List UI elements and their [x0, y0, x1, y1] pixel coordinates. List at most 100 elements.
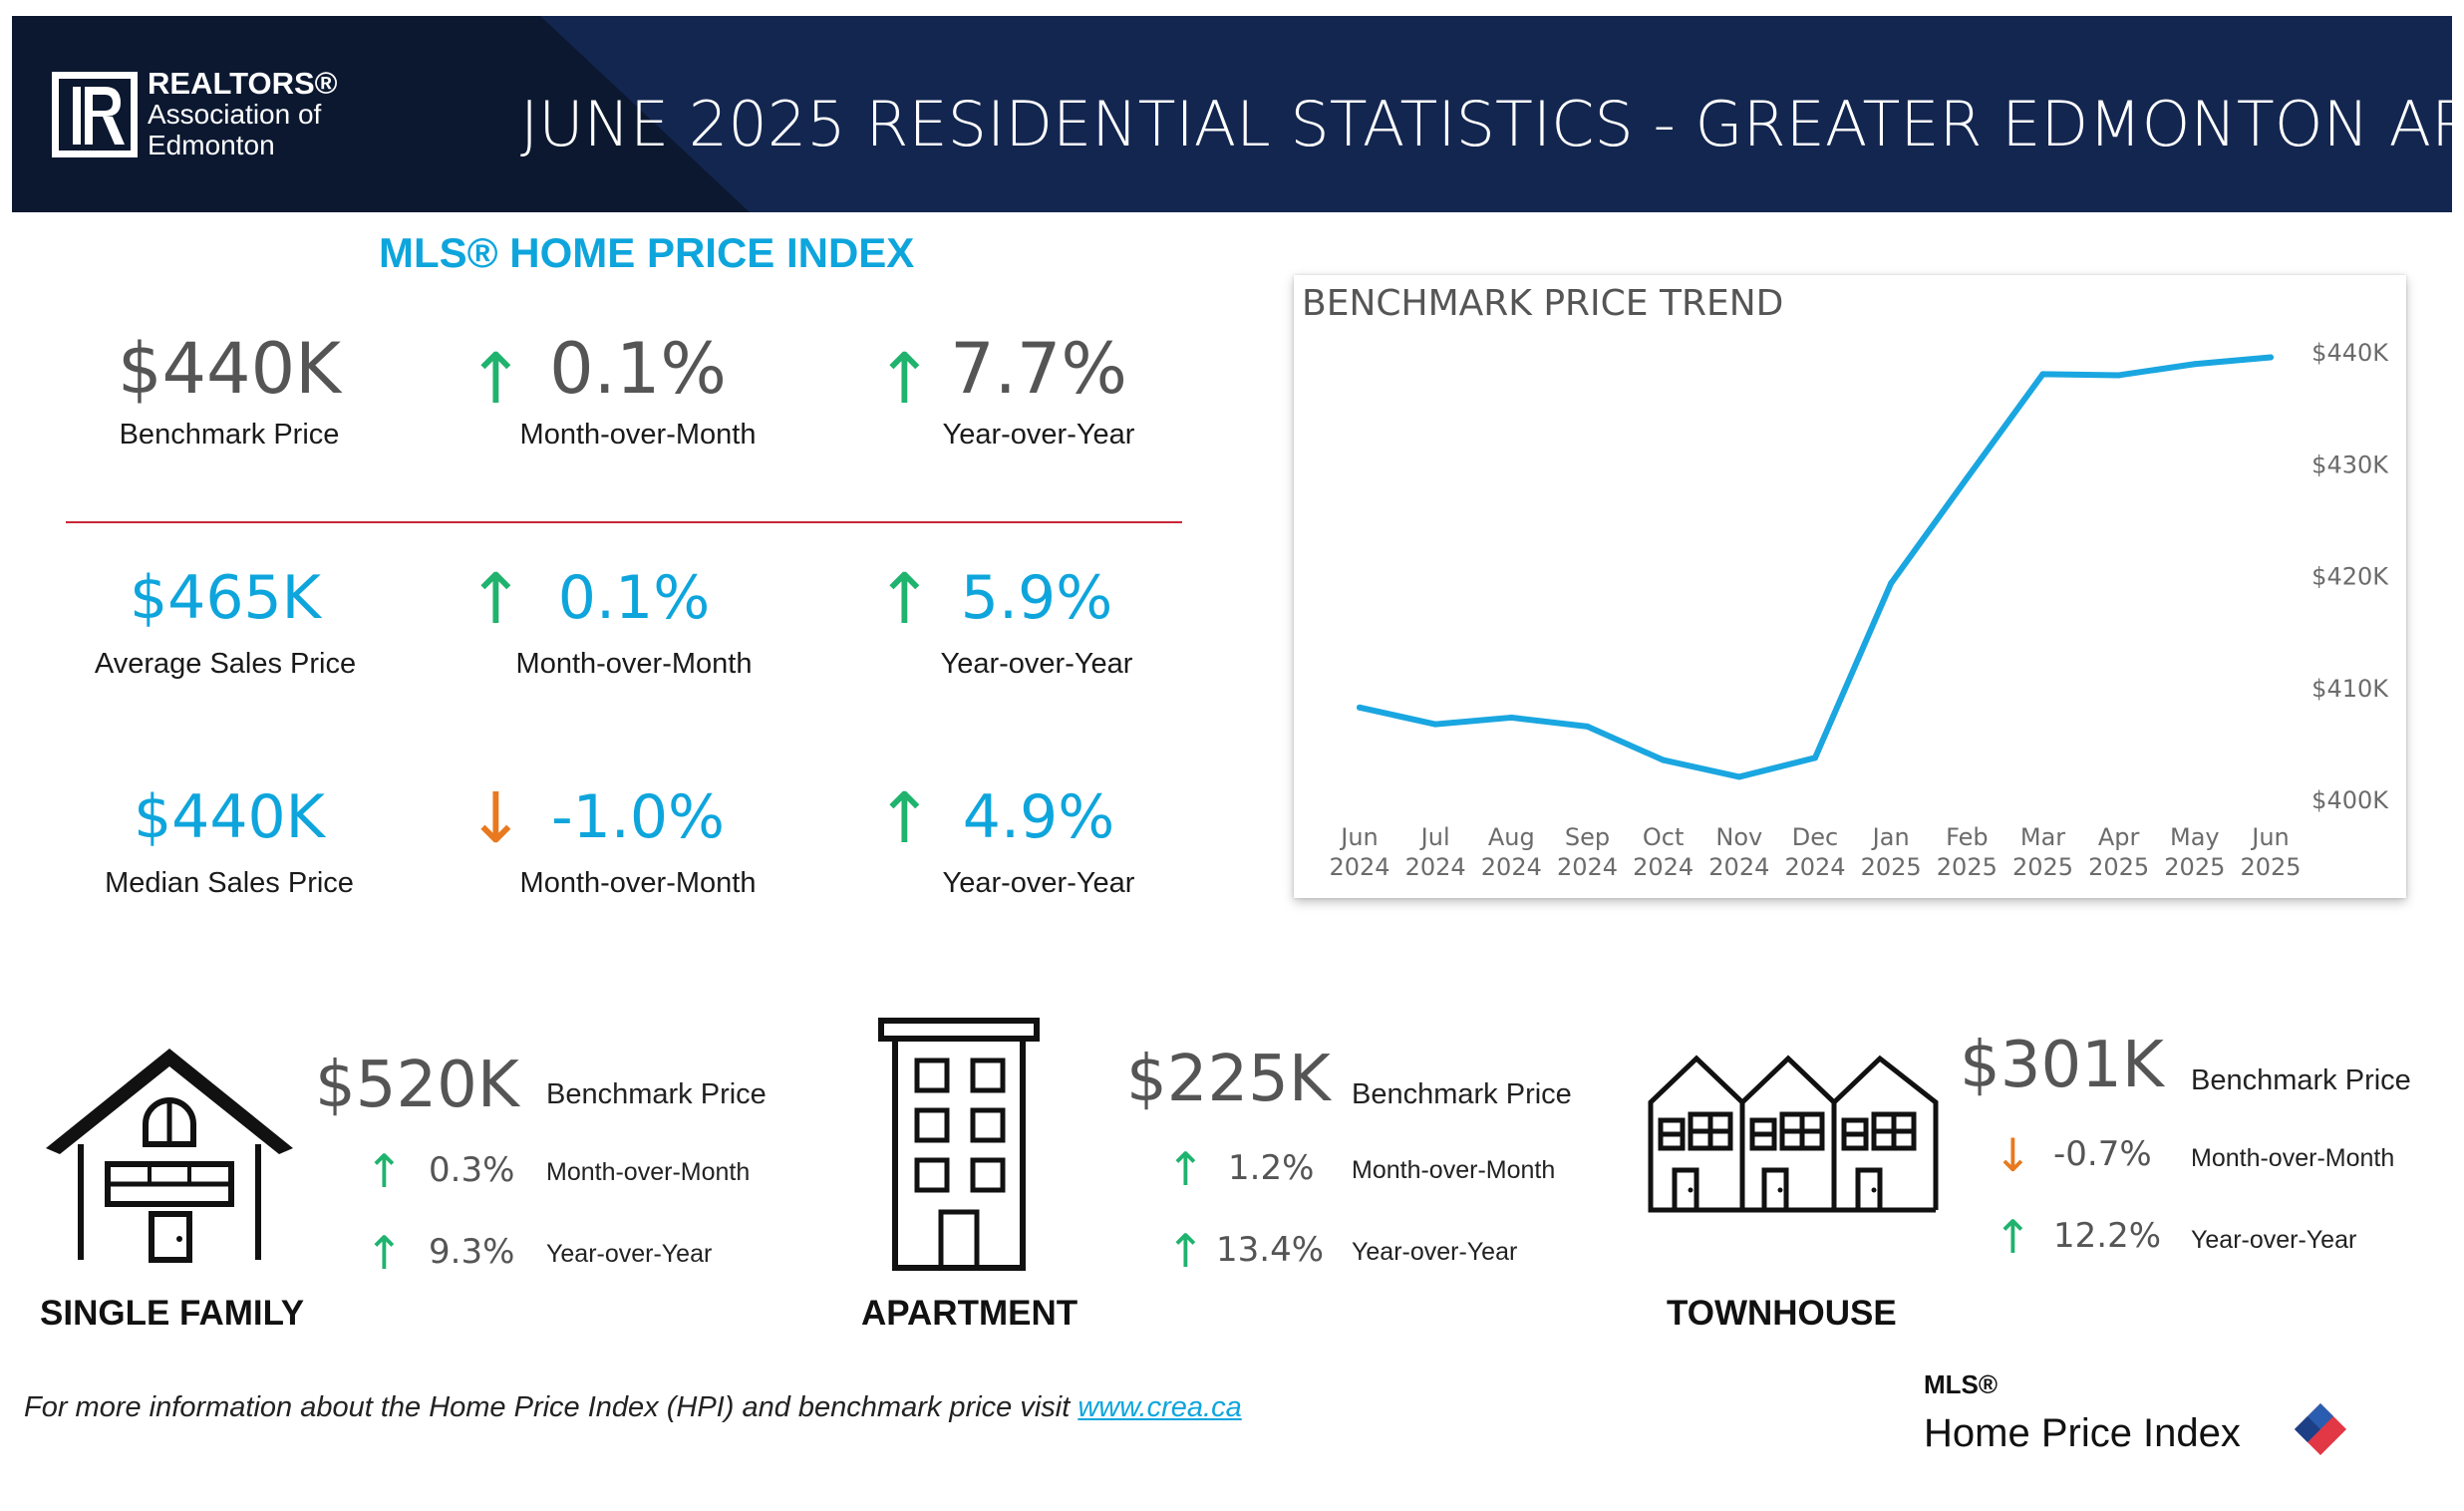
single-family-mom: 0.3%	[429, 1150, 515, 1190]
apartment-building-icon	[878, 1018, 1040, 1271]
y-tick-label: $410K	[2311, 675, 2389, 703]
data-point	[1660, 756, 1667, 763]
data-point	[1964, 474, 1971, 481]
apartment-benchmark: $225K	[1126, 1043, 1331, 1116]
median-mom-stat: -1.0% Month-over-Month	[459, 777, 817, 900]
median-price-stat: $440K Median Sales Price	[50, 777, 409, 900]
single-family-label: SINGLE FAMILY	[40, 1294, 305, 1333]
townhouse-yoy: 12.2%	[2053, 1216, 2162, 1256]
stat-label: Month-over-Month	[519, 867, 757, 899]
stat-value: -1.0%	[550, 782, 726, 852]
single-family-yoy: 9.3%	[429, 1232, 515, 1272]
apartment-label: APARTMENT	[861, 1294, 1078, 1333]
stat-label: Year-over-Year	[942, 867, 1135, 899]
townhouse-benchmark: $301K	[1960, 1029, 2164, 1102]
data-point	[1888, 580, 1895, 587]
data-point	[1812, 755, 1818, 761]
x-tick-label: Jun 2024	[1329, 823, 1389, 881]
x-tick-label: Jan 2025	[1861, 823, 1922, 881]
single-family-mom-label: Month-over-Month	[546, 1158, 751, 1186]
realtors-logo-icon	[52, 72, 138, 157]
data-point	[1432, 721, 1439, 728]
x-tick-label: Nov 2024	[1708, 823, 1769, 881]
data-point	[1357, 704, 1363, 711]
arrow-up-icon: ↑	[1166, 1224, 1205, 1278]
arrow-down-icon: ↓	[466, 777, 525, 859]
mls-hpi-logo: MLS® Home Price Index	[1924, 1369, 2346, 1469]
association-name: REALTORS® Association of Edmonton	[148, 68, 337, 160]
arrow-up-icon: ↑	[875, 558, 934, 640]
benchmark-trend-chart: BENCHMARK PRICE TREND $400K $410K $420K $43…	[1294, 275, 2406, 898]
y-tick-label: $400K	[2311, 786, 2389, 814]
data-point	[1735, 773, 1742, 780]
apartment-mom-label: Month-over-Month	[1352, 1156, 1556, 1184]
x-tick-label: May 2025	[2164, 823, 2225, 881]
data-point	[2268, 354, 2274, 361]
stat-value: 4.9%	[962, 782, 1115, 852]
x-tick-label: Apr 2025	[2088, 823, 2149, 881]
crea-link[interactable]: www.crea.ca	[1078, 1391, 1242, 1423]
arrow-up-icon: ↑	[365, 1144, 404, 1198]
stat-label: Average Sales Price	[94, 648, 357, 680]
page-title: JUNE 2025 RESIDENTIAL STATISTICS - GREAT…	[520, 88, 2452, 160]
header-banner: REALTORS® Association of Edmonton JUNE 2…	[12, 16, 2452, 212]
y-tick-label: $440K	[2311, 339, 2389, 367]
stat-label: Benchmark Price	[119, 419, 340, 451]
townhouse-benchmark-label: Benchmark Price	[2191, 1064, 2411, 1096]
arrow-down-icon: ↓	[1994, 1128, 2032, 1182]
data-point	[2191, 361, 2198, 368]
arrow-up-icon: ↑	[1994, 1210, 2032, 1264]
median-yoy-stat: 4.9% Year-over-Year	[859, 777, 1218, 900]
stat-label: Year-over-Year	[940, 648, 1133, 680]
x-tick-label: Sep 2024	[1557, 823, 1618, 881]
arrow-up-icon: ↑	[466, 558, 525, 640]
single-family-benchmark: $520K	[315, 1049, 519, 1122]
benchmark-mom-stat: 0.1% Month-over-Month	[459, 329, 817, 452]
data-point	[1508, 714, 1515, 721]
apartment-mom: 1.2%	[1228, 1148, 1315, 1188]
stat-label: Median Sales Price	[105, 867, 354, 899]
mls-logo-name: Home Price Index	[1924, 1411, 2241, 1455]
logo-line-association: Association of	[148, 99, 322, 130]
data-point	[1584, 723, 1591, 730]
apartment-yoy-label: Year-over-Year	[1352, 1238, 1518, 1266]
arrow-up-icon: ↑	[875, 777, 934, 859]
townhouse-yoy-label: Year-over-Year	[2191, 1226, 2357, 1254]
stat-value: 7.7%	[950, 328, 1127, 410]
x-tick-label: Oct 2024	[1633, 823, 1694, 881]
arrow-up-icon: ↑	[466, 338, 525, 420]
x-tick-label: Mar 2025	[2012, 823, 2073, 881]
townhouse-label: TOWNHOUSE	[1667, 1294, 1897, 1333]
average-yoy-stat: 5.9% Year-over-Year	[857, 558, 1216, 681]
stat-value: 0.1%	[549, 328, 727, 410]
townhouse-icon	[1648, 1055, 1939, 1213]
average-price-stat: $465K Average Sales Price	[46, 558, 405, 681]
chart-title: BENCHMARK PRICE TREND	[1302, 283, 1783, 324]
x-tick-label: Jun 2025	[2240, 823, 2301, 881]
stat-value: $440K	[133, 782, 326, 852]
x-tick-label: Aug 2024	[1481, 823, 1542, 881]
x-tick-label: Dec 2024	[1784, 823, 1845, 881]
apartment-yoy: 13.4%	[1216, 1230, 1325, 1270]
mls-diamond-icon	[2295, 1403, 2346, 1455]
house-icon	[46, 1049, 293, 1263]
arrow-up-icon: ↑	[365, 1226, 404, 1280]
realtors-r-mark-icon	[73, 87, 125, 145]
arrow-up-icon: ↑	[1166, 1142, 1205, 1196]
arrow-up-icon: ↑	[875, 338, 934, 420]
average-mom-stat: 0.1% Month-over-Month	[455, 558, 813, 681]
logo-line-edmonton: Edmonton	[148, 130, 275, 160]
stat-value: 5.9%	[960, 563, 1113, 633]
single-family-benchmark-label: Benchmark Price	[546, 1078, 767, 1110]
section-divider	[66, 521, 1182, 523]
stat-value: $465K	[129, 563, 322, 633]
benchmark-price-stat: $440K Benchmark Price	[50, 329, 409, 452]
footer-note: For more information about the Home Pric…	[24, 1391, 1242, 1424]
single-family-yoy-label: Year-over-Year	[546, 1240, 713, 1268]
y-tick-label: $430K	[2311, 451, 2389, 478]
benchmark-yoy-stat: 7.7% Year-over-Year	[859, 329, 1218, 452]
stat-label: Month-over-Month	[515, 648, 753, 680]
y-axis: $400K $410K $420K $430K $440K	[2311, 339, 2389, 814]
stat-label: Month-over-Month	[519, 419, 757, 451]
